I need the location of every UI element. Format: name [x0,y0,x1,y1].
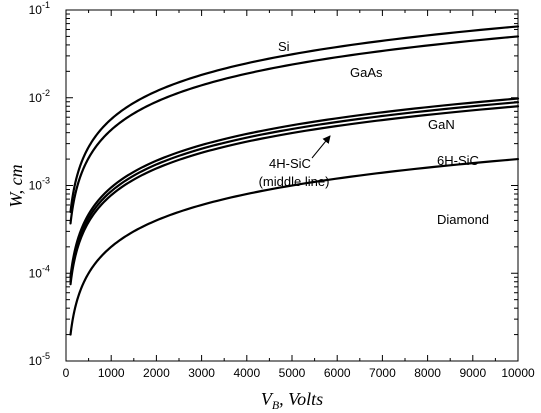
x-tick-label: 3000 [188,366,215,380]
y-tick-label: 10-5 [29,351,50,368]
x-tick-label: 8000 [414,366,441,380]
x-axis-title: VB, Volts [261,389,323,412]
x-axis-title-rest: , Volts [279,389,323,409]
annotation-arrow [311,135,331,159]
series-lines [69,25,520,336]
axis-ticks [65,9,519,362]
series-line-si [69,25,520,214]
annotation-6h-sic: 6H-SiC [437,153,479,168]
series-line-6h-sic [69,105,520,286]
x-tick-label: 7000 [369,366,396,380]
series-line-gaas [69,35,520,225]
x-tick-label: 6000 [324,366,351,380]
annotation-middle-line: (middle line) [259,174,330,189]
annotations: Si GaAs GaN 6H-SiC 4H-SiC (middle line) Diamon… [259,39,489,227]
x-tick-label: 2000 [143,366,170,380]
x-axis-title-main: V [261,389,274,409]
annotation-diamond: Diamond [437,212,489,227]
annotation-si: Si [278,39,290,54]
y-tick-label: 10-4 [29,263,50,280]
x-tick-label: 4000 [233,366,260,380]
annotation-gaas: GaAs [350,65,383,80]
y-axis-title: W, cm [6,164,26,207]
x-axis-title-subscript: B [272,398,280,412]
y-tick-label: 10-3 [29,176,50,193]
annotation-gan: GaN [428,117,455,132]
y-tick-label: 10-2 [29,88,50,105]
x-tick-label: 1000 [98,366,125,380]
x-tick-label: 10000 [501,366,535,380]
y-tick-label: 10-1 [29,0,50,17]
x-tick-label: 5000 [279,366,306,380]
x-tick-label: 9000 [459,366,486,380]
x-tick-label: 0 [63,366,70,380]
series-line-diamond [69,157,520,336]
tick-labels: 0 1000 2000 3000 4000 5000 6000 7000 8000 9000 100… [29,0,535,380]
annotation-4h-sic: 4H-SiC [269,156,311,171]
